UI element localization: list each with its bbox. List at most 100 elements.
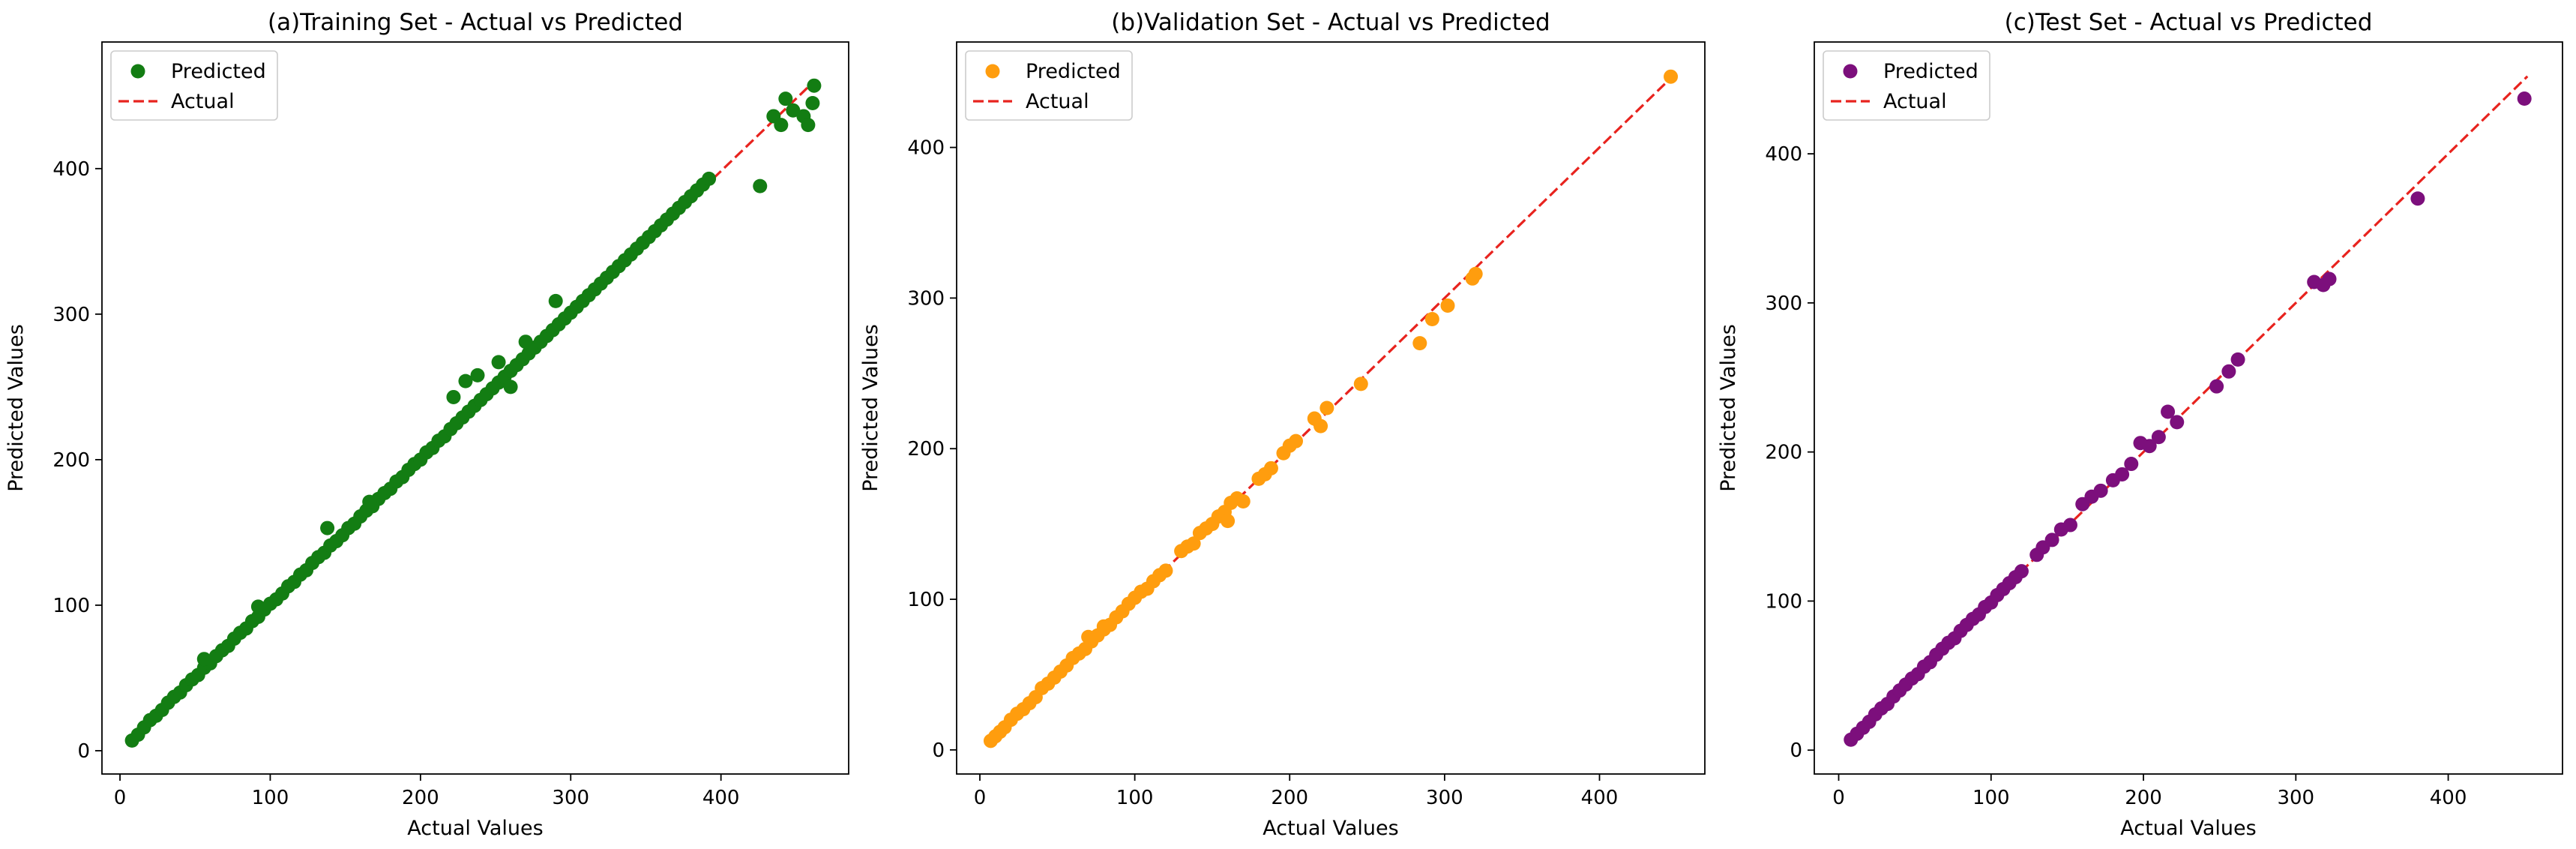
data-point	[2221, 364, 2236, 379]
data-point	[548, 293, 563, 308]
data-point	[2151, 430, 2166, 445]
data-point	[1353, 376, 1368, 392]
data-point	[2044, 532, 2059, 548]
data-point	[2209, 379, 2224, 394]
data-point	[2410, 191, 2425, 206]
legend-label-actual: Actual	[171, 90, 235, 113]
data-point	[786, 103, 801, 118]
x-tick-label: 200	[2125, 787, 2162, 809]
data-point	[774, 118, 789, 133]
y-tick-label: 200	[907, 438, 945, 460]
x-tick-label: 400	[2430, 787, 2467, 809]
x-tick-label: 100	[1972, 787, 2010, 809]
x-axis-label: Actual Values	[2120, 817, 2256, 840]
data-point	[362, 494, 377, 509]
y-tick-label: 300	[1765, 292, 1802, 315]
x-tick-label: 400	[1581, 787, 1619, 809]
data-point	[196, 652, 211, 667]
data-point	[1313, 418, 1328, 434]
data-point	[320, 520, 335, 536]
legend-box	[1823, 50, 1990, 121]
data-point	[1289, 434, 1304, 448]
legend-label-actual: Actual	[1026, 90, 1089, 113]
x-tick-label: 300	[552, 787, 589, 809]
y-tick-label: 200	[52, 449, 90, 472]
legend-label-predicted: Predicted	[171, 60, 266, 83]
chart-3: (c)Test Set - Actual vs Predicted 0 100 200…	[1717, 9, 2563, 840]
x-axis-label: Actual Values	[1263, 817, 1398, 840]
x-tick-label: 0	[1832, 787, 1845, 809]
series-predicted	[1844, 92, 2532, 747]
y-tick-label: 300	[907, 287, 945, 310]
data-point	[1319, 400, 1334, 416]
data-point	[1440, 298, 1455, 313]
y-tick-label: 100	[52, 595, 90, 617]
x-tick-label: 200	[402, 787, 439, 809]
data-point	[503, 380, 518, 394]
x-tick-label: 300	[1426, 787, 1463, 809]
data-point	[250, 599, 265, 614]
data-point	[2062, 518, 2077, 532]
data-point	[778, 92, 793, 106]
data-point	[491, 355, 506, 370]
legend-label-predicted: Predicted	[1026, 60, 1121, 83]
legend-marker-predicted	[985, 64, 1000, 79]
legend-box	[965, 50, 1133, 121]
data-point	[1096, 619, 1111, 634]
x-tick-label: 100	[1116, 787, 1154, 809]
y-tick-label: 100	[1765, 590, 1802, 613]
data-point	[2517, 92, 2532, 106]
data-point	[1664, 69, 1679, 84]
x-axis-label: Actual Values	[407, 817, 543, 840]
legend-marker-predicted	[130, 64, 145, 79]
data-point	[446, 389, 461, 404]
plot-frame	[956, 41, 1706, 775]
data-point	[805, 95, 820, 110]
series-predicted	[124, 78, 822, 748]
data-point	[1236, 494, 1251, 509]
data-point	[2124, 457, 2139, 472]
data-point	[1263, 460, 1278, 476]
data-point	[1412, 336, 1427, 351]
data-point	[807, 78, 822, 93]
y-tick-label: 200	[1765, 442, 1802, 464]
data-point	[518, 334, 533, 350]
data-point	[2161, 404, 2176, 419]
y-tick-label: 400	[52, 158, 90, 181]
data-point	[2170, 415, 2185, 430]
chart-title: (c)Test Set - Actual vs Predicted	[2005, 9, 2373, 36]
data-point	[2115, 466, 2130, 482]
data-point	[702, 171, 717, 186]
chart-title: (a)Training Set - Actual vs Predicted	[268, 9, 683, 36]
data-point	[458, 374, 473, 388]
y-tick-label: 0	[932, 740, 945, 762]
data-point	[1221, 514, 1236, 529]
data-point	[1468, 266, 1483, 281]
y-tick-label: 400	[907, 137, 945, 160]
y-tick-label: 0	[77, 740, 90, 763]
chart-1: (a)Training Set - Actual vs Predicted 0 10…	[4, 9, 849, 840]
series-predicted	[983, 69, 1679, 748]
plot-frame	[101, 41, 849, 775]
data-point	[1424, 312, 1439, 327]
data-point	[2322, 272, 2337, 286]
y-tick-label: 400	[1765, 143, 1802, 166]
x-tick-label: 0	[114, 787, 127, 809]
legend-label-predicted: Predicted	[1883, 60, 1978, 83]
x-tick-label: 200	[1271, 787, 1308, 809]
y-tick-label: 0	[1790, 740, 1802, 762]
legend-label-actual: Actual	[1883, 90, 1947, 113]
chart-title: (b)Validation Set - Actual vs Predicted	[1111, 9, 1550, 36]
plot-frame	[1814, 41, 2563, 775]
data-point	[753, 178, 768, 194]
data-point	[2230, 352, 2245, 367]
data-point	[2093, 483, 2108, 498]
x-tick-label: 100	[252, 787, 289, 809]
y-axis-label: Predicted Values	[1717, 324, 1740, 492]
data-point	[801, 118, 816, 133]
y-tick-label: 100	[907, 589, 945, 611]
y-axis-label: Predicted Values	[859, 324, 882, 492]
legend-box	[110, 50, 278, 121]
chart-2: (b)Validation Set - Actual vs Predicted 0…	[859, 9, 1706, 840]
